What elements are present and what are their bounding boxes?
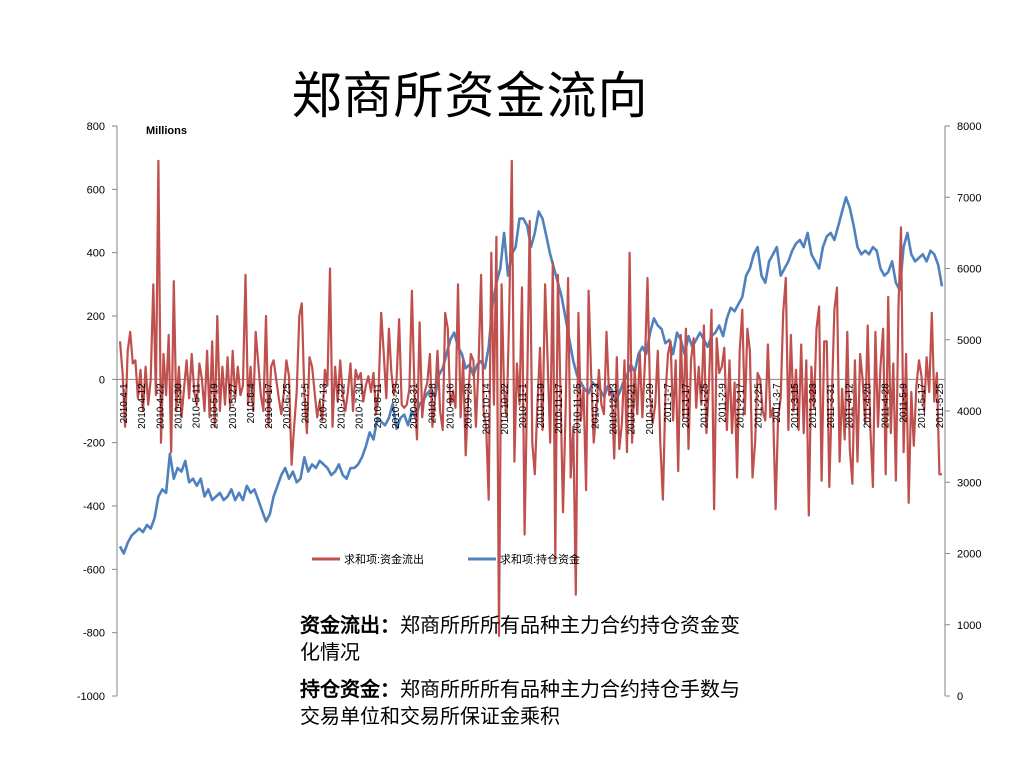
left-tick-label: 600: [87, 184, 105, 196]
note-holding-text: 郑商所所所有品种主力合约持仓手数与交易单位和交易所保证金乘积: [300, 677, 740, 728]
left-tick-label: 200: [87, 311, 105, 323]
x-tick-label: 2010-4-30: [173, 383, 184, 429]
right-tick-label: 7000: [957, 192, 981, 204]
x-tick-label: 2010-5-27: [228, 383, 239, 429]
x-tick-label: 2010-8-11: [373, 383, 384, 428]
right-tick-label: 0: [957, 691, 963, 703]
right-tick-label: 5000: [957, 335, 981, 347]
x-tick-label: 2010-12-29: [645, 383, 656, 435]
left-tick-label: -200: [83, 438, 105, 450]
legend-holding-label: 求和项:持仓资金: [500, 552, 580, 566]
x-tick-label: 2010-10-14: [482, 383, 493, 435]
note-holding: 持仓资金：郑商所所所有品种主力合约持仓手数与交易单位和交易所保证金乘积: [300, 676, 750, 730]
right-tick-label: 2000: [957, 549, 981, 561]
series-outflow-line: [118, 159, 942, 637]
x-tick-label: 2011-3-23: [808, 383, 819, 428]
right-tick-label: 1000: [957, 620, 981, 632]
x-tick-label: 2011-5-9: [899, 383, 910, 423]
x-tick-label: 2011-4-12: [844, 383, 855, 428]
left-tick-label: 400: [87, 248, 105, 260]
x-tick-label: 2010-8-31: [409, 383, 420, 429]
right-tick-label: 3000: [957, 477, 981, 489]
x-tick-label: 2011-5-25: [935, 383, 946, 428]
x-tick-label: 2010-12-13: [609, 383, 620, 435]
series-outflow-path: [118, 159, 942, 637]
x-tick-label: 2010-7-5: [300, 383, 311, 423]
left-tick-label: -800: [83, 628, 105, 640]
left-tick-label: -1000: [77, 691, 105, 703]
x-tick-label: 2011-3-31: [826, 383, 837, 428]
page-title: 郑商所资金流向: [291, 67, 649, 125]
x-tick-label: 2010-4-12: [137, 383, 148, 429]
x-tick-label: 2011-1-7: [663, 383, 674, 423]
unit-label: Millions: [146, 125, 187, 137]
x-tick-label: 2011-1-25: [699, 383, 710, 428]
x-tick-label: 2011-2-9: [717, 383, 728, 423]
x-tick-label: 2010-4-22: [155, 383, 166, 429]
note-holding-label: 持仓资金：: [300, 677, 400, 701]
left-tick-label: -400: [83, 501, 105, 513]
x-tick-label: 2010-7-22: [337, 383, 348, 429]
left-tick-label: 0: [99, 374, 105, 386]
x-tick-label: 2011-3-7: [772, 383, 783, 423]
x-tick-label: 2011-4-28: [881, 383, 892, 428]
note-outflow-text: 郑商所所所有品种主力合约持仓资金变化情况: [300, 613, 740, 664]
legend-outflow-label: 求和项:资金流出: [344, 552, 424, 566]
x-tick-label: 2010-6-4: [246, 383, 257, 423]
x-tick-label: 2011-2-25: [754, 383, 765, 428]
legend: 求和项:资金流出 求和项:持仓资金: [312, 552, 580, 566]
x-tick-label: 2010-9-16: [445, 383, 456, 429]
x-tick-labels: 2010-4-1 2010-4-12 2010-4-22 2010-4-30 2010-…: [119, 383, 946, 435]
x-tick-label: 2011-4-20: [862, 383, 873, 428]
x-tick-label: 2010-11-9: [536, 383, 547, 428]
x-tick-label: 2010-8-23: [391, 383, 402, 429]
x-tick-label: 2010-9-8: [427, 383, 438, 423]
x-tick-label: 2010-12-3: [590, 383, 601, 429]
x-tick-label: 2010-7-13: [318, 383, 329, 429]
x-tick-label: 2010-10-22: [500, 383, 511, 435]
x-tick-label: 2010-7-30: [355, 383, 366, 429]
note-outflow-label: 资金流出：: [300, 613, 400, 637]
x-tick-label: 2010-6-17: [264, 383, 275, 429]
x-tick-label: 2010-12-21: [627, 383, 638, 435]
right-tick-label: 6000: [957, 264, 981, 276]
left-tick-label: -600: [83, 564, 105, 576]
axes: 8006004002000-200-400-600-800-1000800070…: [77, 121, 982, 703]
note-outflow: 资金流出：郑商所所所有品种主力合约持仓资金变化情况: [300, 612, 750, 666]
x-tick-label: 2011-1-17: [681, 383, 692, 428]
x-tick-label: 2011-5-17: [917, 383, 928, 428]
x-tick-label: 2010-11-17: [554, 383, 565, 434]
x-tick-label: 2010-11-1: [518, 383, 529, 428]
right-tick-label: 4000: [957, 406, 981, 418]
x-tick-label: 2010-9-29: [464, 383, 475, 429]
x-tick-label: 2010-5-11: [192, 383, 203, 428]
left-tick-label: 800: [87, 121, 105, 133]
x-tick-label: 2010-5-19: [210, 383, 221, 429]
x-tick-label: 2010-4-1: [119, 383, 130, 423]
right-tick-label: 8000: [957, 121, 981, 133]
x-tick-label: 2010-6-25: [282, 383, 293, 429]
x-tick-label: 2010-11-25: [572, 383, 583, 434]
x-tick-label: 2011-2-17: [736, 383, 747, 428]
x-tick-label: 2011-3-15: [790, 383, 801, 428]
